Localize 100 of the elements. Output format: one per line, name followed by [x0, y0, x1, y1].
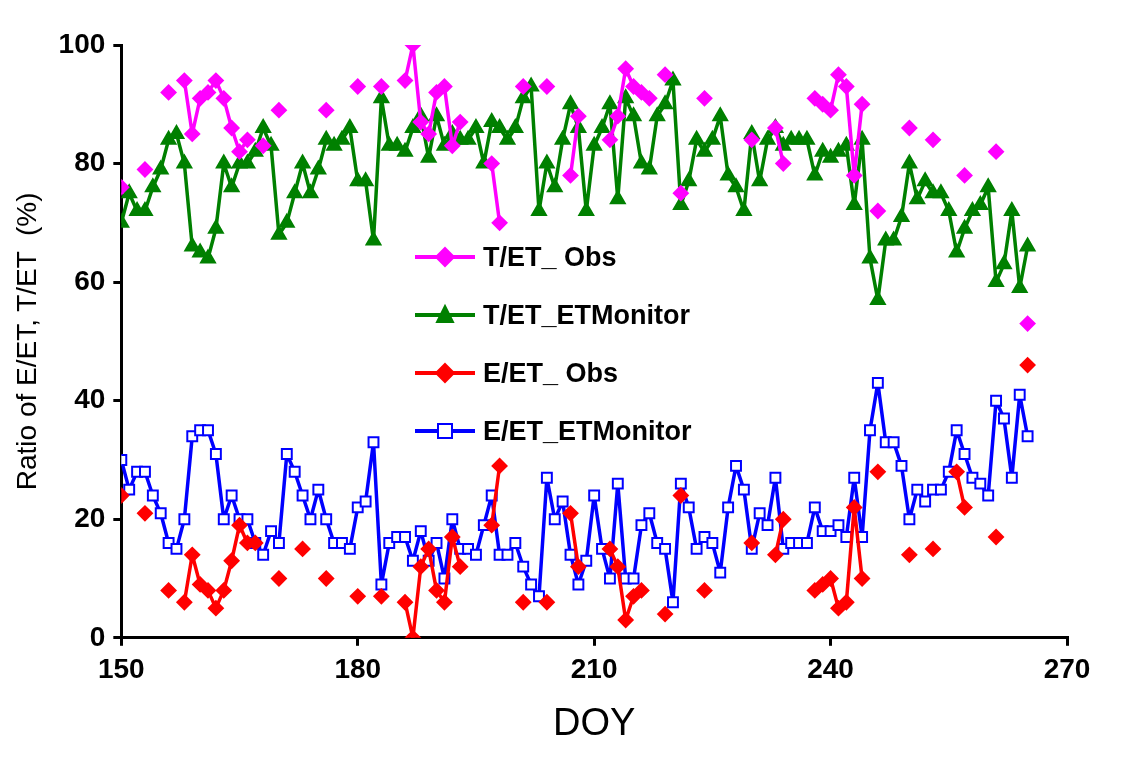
- point: [838, 78, 855, 95]
- point: [988, 143, 1005, 160]
- point: [215, 582, 232, 599]
- point: [601, 540, 618, 557]
- point: [617, 60, 634, 77]
- point: [775, 155, 792, 172]
- y-tick-label: 40: [74, 383, 106, 415]
- point: [444, 137, 461, 154]
- x-tick-label: 240: [807, 653, 854, 685]
- point: [948, 463, 965, 480]
- x-tick-label: 150: [97, 653, 145, 685]
- point: [562, 167, 579, 184]
- legend-label: E/ET_ETMonitor: [483, 415, 692, 447]
- point: [830, 66, 847, 83]
- point: [657, 606, 674, 623]
- point: [436, 78, 453, 95]
- point: [601, 131, 618, 148]
- point: [373, 588, 390, 605]
- point: [428, 582, 445, 599]
- point: [609, 108, 626, 125]
- point: [869, 463, 886, 480]
- point: [491, 214, 508, 231]
- point: [822, 570, 839, 587]
- point: [223, 119, 240, 136]
- point: [570, 108, 587, 125]
- x-tick-label: 180: [334, 653, 382, 685]
- y-tick-label: 0: [89, 620, 106, 652]
- point: [491, 457, 508, 474]
- point: [515, 78, 532, 95]
- point: [207, 72, 224, 89]
- point: [318, 570, 335, 587]
- y-tick-label: 60: [74, 264, 106, 296]
- point: [176, 594, 193, 611]
- point: [270, 570, 287, 587]
- point: [822, 102, 839, 119]
- point: [420, 540, 437, 557]
- point: [270, 102, 287, 119]
- point: [838, 594, 855, 611]
- point: [436, 594, 453, 611]
- point: [854, 570, 871, 587]
- x-tick-label: 270: [1043, 653, 1091, 685]
- point: [846, 499, 863, 516]
- legend-label: T/ET_ Obs: [483, 241, 617, 273]
- point: [160, 84, 177, 101]
- point: [483, 517, 500, 534]
- point: [641, 90, 658, 107]
- point: [184, 546, 201, 563]
- point: [672, 487, 689, 504]
- point: [452, 558, 469, 575]
- legend-label: T/ET_ETMonitor: [483, 299, 690, 331]
- point: [483, 155, 500, 172]
- point: [255, 137, 272, 154]
- point: [743, 534, 760, 551]
- point: [136, 505, 153, 522]
- point: [609, 558, 626, 575]
- point: [562, 505, 579, 522]
- point: [743, 131, 760, 148]
- point: [925, 540, 942, 557]
- point: [956, 167, 973, 184]
- point: [215, 90, 232, 107]
- point: [617, 612, 634, 629]
- y-tick-label: 20: [74, 501, 106, 533]
- point: [901, 546, 918, 563]
- y-tick-label: 80: [74, 146, 106, 178]
- point: [294, 540, 311, 557]
- point: [160, 582, 177, 599]
- x-tick-label: 210: [570, 653, 618, 685]
- point: [672, 185, 689, 202]
- point: [901, 119, 918, 136]
- point: [633, 582, 650, 599]
- point: [397, 72, 414, 89]
- point: [1019, 357, 1036, 374]
- point: [854, 96, 871, 113]
- point: [570, 558, 587, 575]
- point: [136, 161, 153, 178]
- point: [925, 131, 942, 148]
- point: [200, 84, 216, 101]
- x-axis-title: DOY: [552, 700, 636, 743]
- point: [767, 546, 784, 563]
- point: [176, 72, 193, 89]
- point: [1019, 315, 1036, 332]
- point: [452, 114, 469, 131]
- point: [420, 125, 437, 142]
- point: [239, 131, 256, 148]
- point: [775, 511, 792, 528]
- point: [846, 167, 863, 184]
- point: [349, 588, 366, 605]
- point: [373, 78, 390, 95]
- point: [231, 517, 248, 534]
- point: [397, 594, 414, 611]
- point: [207, 600, 224, 617]
- y-tick-label: 100: [58, 27, 106, 59]
- point: [318, 102, 335, 119]
- point: [515, 594, 532, 611]
- y-axis-title: Ratio of E/ET, T/ET (%): [10, 192, 42, 491]
- point: [200, 582, 216, 599]
- point: [223, 552, 240, 569]
- point: [869, 202, 886, 219]
- point: [412, 114, 429, 131]
- point: [231, 143, 248, 160]
